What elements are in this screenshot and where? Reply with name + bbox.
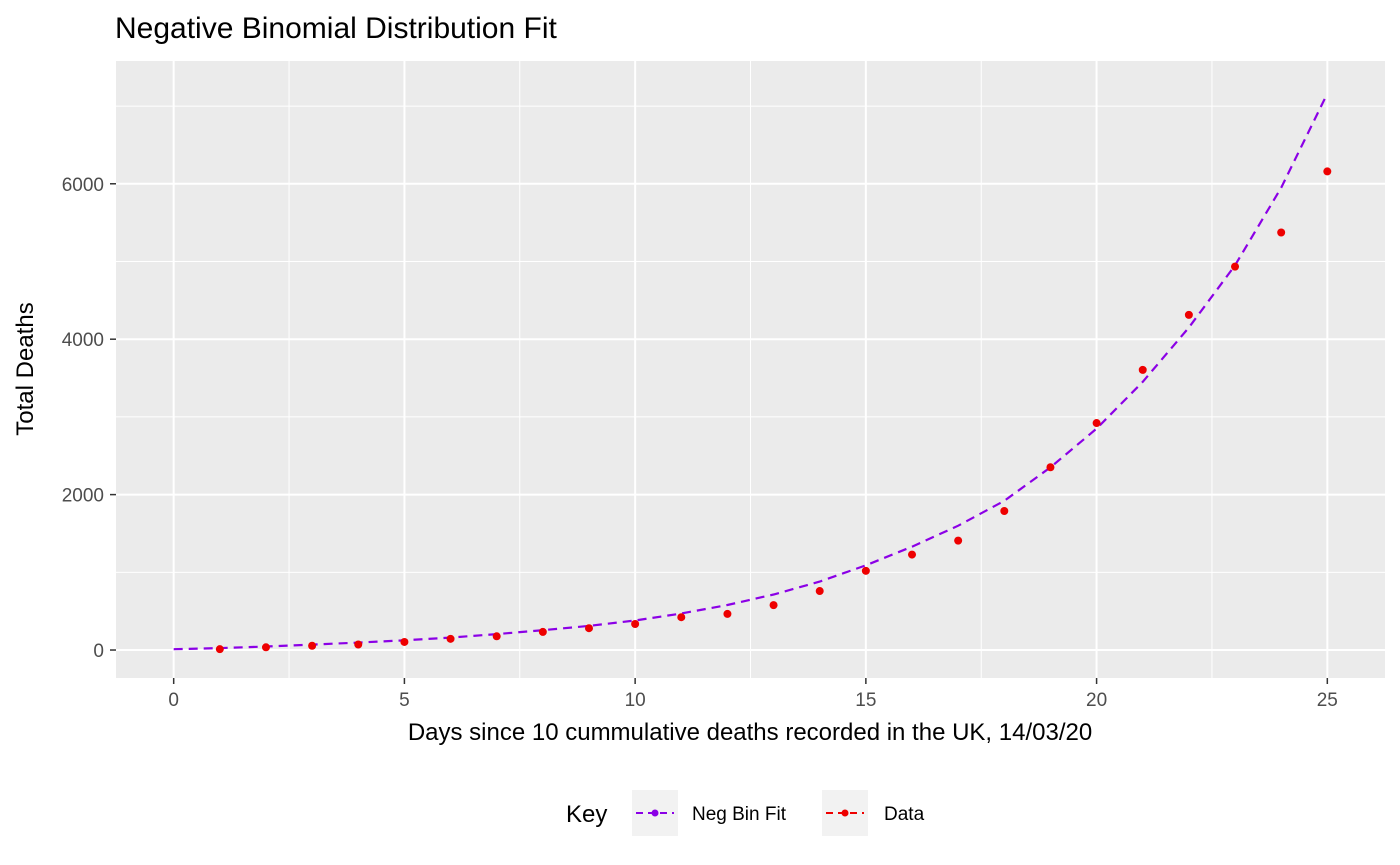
data-point	[261, 643, 270, 652]
data-point	[1138, 365, 1147, 374]
data-point	[861, 566, 870, 575]
chart-title: Negative Binomial Distribution Fit	[115, 12, 558, 45]
data-point	[1184, 310, 1193, 319]
data-point	[1277, 228, 1286, 237]
x-tick-label: 15	[855, 690, 876, 711]
x-axis: 0 5 10 15 20 25	[168, 678, 1338, 711]
x-tick-label: 0	[168, 690, 179, 711]
legend-label-neg-bin-fit: Neg Bin Fit	[692, 804, 787, 825]
y-tick-label: 4000	[62, 330, 104, 351]
data-point	[769, 601, 778, 610]
data-point	[954, 536, 963, 545]
data-point	[1000, 507, 1009, 516]
data-point	[215, 645, 224, 654]
data-point	[1092, 419, 1101, 428]
data-point	[446, 634, 455, 643]
x-axis-title: Days since 10 cummulative deaths recorde…	[408, 719, 1092, 746]
legend-key-point	[651, 809, 659, 817]
data-point	[908, 550, 917, 559]
neg-bin-fit-series	[173, 93, 1329, 651]
legend-title: Key	[566, 801, 607, 828]
legend-label-data: Data	[884, 804, 925, 825]
x-tick-label: 25	[1317, 690, 1338, 711]
y-tick-label: 2000	[62, 486, 104, 507]
y-axis-title: Total Deaths	[12, 302, 39, 435]
y-axis: 0 2000 4000 6000	[62, 175, 116, 662]
grid-major	[116, 61, 1385, 678]
neg-bin-fit-line	[173, 93, 1329, 651]
data-point	[631, 619, 640, 628]
legend-item-data: Data	[822, 790, 925, 836]
data-point	[584, 624, 593, 633]
y-tick-label: 0	[93, 641, 104, 662]
legend-key-point	[841, 809, 849, 817]
data-series	[215, 167, 1332, 654]
data-point	[308, 641, 317, 650]
data-point	[400, 637, 409, 646]
data-point	[723, 609, 732, 618]
legend-item-neg-bin-fit: Neg Bin Fit	[632, 790, 787, 836]
y-tick-label: 6000	[62, 175, 104, 196]
legend: Key Neg Bin Fit Data	[566, 790, 925, 836]
x-tick-label: 20	[1086, 690, 1107, 711]
data-point	[677, 613, 686, 622]
data-point	[815, 587, 824, 596]
data-point	[1046, 463, 1055, 472]
data-point	[1231, 262, 1240, 271]
x-tick-label: 10	[625, 690, 646, 711]
grid-minor	[116, 61, 1385, 678]
data-point	[1323, 167, 1332, 176]
x-tick-label: 5	[399, 690, 410, 711]
data-point	[492, 632, 501, 641]
data-point	[354, 640, 363, 649]
data-point	[538, 627, 547, 636]
